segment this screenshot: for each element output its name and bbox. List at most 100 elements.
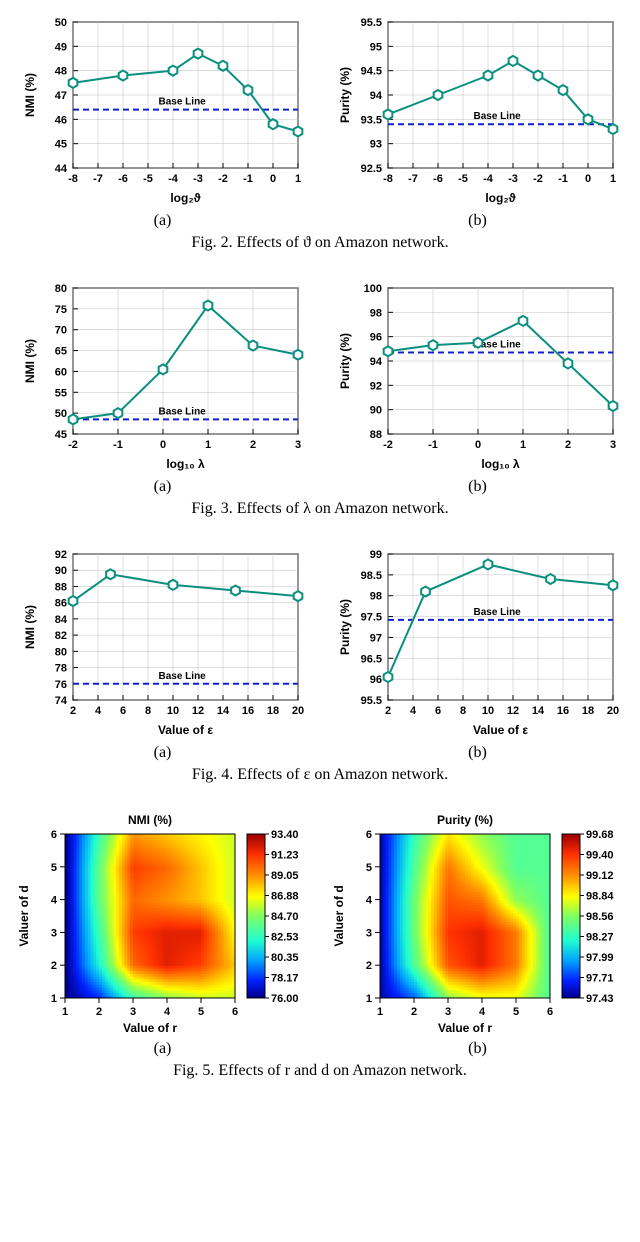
svg-text:2: 2 — [564, 439, 570, 451]
svg-text:97: 97 — [369, 632, 381, 644]
fig2-caption: Fig. 2. Effects of ϑ on Amazon network. — [10, 234, 630, 252]
svg-text:12: 12 — [506, 705, 518, 717]
svg-text:47: 47 — [54, 90, 66, 102]
svg-text:86.88: 86.88 — [271, 891, 299, 903]
svg-text:74: 74 — [54, 695, 67, 707]
svg-text:44: 44 — [54, 163, 67, 175]
svg-text:-2: -2 — [383, 439, 393, 451]
svg-text:46: 46 — [54, 114, 66, 126]
svg-text:76.00: 76.00 — [271, 993, 299, 1005]
svg-text:3: 3 — [129, 1006, 135, 1018]
svg-text:0: 0 — [269, 173, 275, 185]
svg-text:70: 70 — [54, 325, 66, 337]
fig5a-heatmap: NMI (%)112233445566Value of rValuer of d… — [13, 808, 313, 1038]
fig3a-panel: 4550556065707580-2-10123Base Linelog₁₀ λ… — [10, 276, 315, 496]
svg-text:80.35: 80.35 — [271, 952, 299, 964]
svg-text:49: 49 — [54, 41, 66, 53]
svg-text:100: 100 — [363, 283, 381, 295]
svg-text:8: 8 — [144, 705, 150, 717]
svg-text:-1: -1 — [428, 439, 438, 451]
svg-text:3: 3 — [50, 927, 56, 939]
svg-text:Base Line: Base Line — [158, 406, 206, 417]
fig3a-sublabel: (a) — [10, 478, 315, 496]
fig3a-chart: 4550556065707580-2-10123Base Linelog₁₀ λ… — [18, 276, 308, 476]
svg-text:-4: -4 — [483, 173, 494, 185]
fig2b-panel: 92.59393.59494.59595.5-8-7-6-5-4-3-2-101… — [325, 10, 630, 230]
svg-text:5: 5 — [197, 1006, 203, 1018]
svg-text:-4: -4 — [168, 173, 179, 185]
svg-text:90: 90 — [54, 565, 66, 577]
svg-text:94: 94 — [369, 356, 382, 368]
svg-text:-2: -2 — [218, 173, 228, 185]
svg-text:93: 93 — [369, 139, 381, 151]
svg-text:-8: -8 — [383, 173, 393, 185]
svg-text:6: 6 — [50, 829, 56, 841]
svg-text:86: 86 — [54, 598, 66, 610]
svg-text:84.70: 84.70 — [271, 911, 299, 923]
svg-text:48: 48 — [54, 66, 66, 78]
svg-text:log₂ϑ: log₂ϑ — [485, 191, 515, 205]
svg-text:96: 96 — [369, 674, 381, 686]
svg-text:10: 10 — [481, 705, 493, 717]
svg-text:0: 0 — [584, 173, 590, 185]
svg-text:91.23: 91.23 — [271, 850, 299, 862]
svg-text:4: 4 — [163, 1006, 170, 1018]
fig4b-panel: 95.59696.59797.59898.5992468101214161820… — [325, 542, 630, 762]
fig5a-sublabel: (a) — [10, 1040, 315, 1058]
svg-text:93.5: 93.5 — [360, 114, 381, 126]
fig5-row: NMI (%)112233445566Value of rValuer of d… — [10, 808, 630, 1058]
svg-text:3: 3 — [294, 439, 300, 451]
svg-text:14: 14 — [216, 705, 229, 717]
svg-text:95.5: 95.5 — [360, 17, 381, 29]
svg-text:16: 16 — [556, 705, 568, 717]
svg-text:20: 20 — [291, 705, 303, 717]
svg-text:95: 95 — [369, 41, 381, 53]
svg-text:96: 96 — [369, 332, 381, 344]
svg-text:-1: -1 — [558, 173, 568, 185]
fig4b-sublabel: (b) — [325, 744, 630, 762]
svg-text:Purity (%): Purity (%) — [338, 67, 352, 123]
svg-text:76: 76 — [54, 679, 66, 691]
svg-text:8: 8 — [459, 705, 465, 717]
svg-text:-7: -7 — [93, 173, 103, 185]
fig3b-sublabel: (b) — [325, 478, 630, 496]
fig4a-chart: 747678808284868890922468101214161820Base… — [18, 542, 308, 742]
svg-text:NMI (%): NMI (%) — [23, 605, 37, 649]
fig4b-chart: 95.59696.59797.59898.5992468101214161820… — [333, 542, 623, 742]
fig2-row: 44454647484950-8-7-6-5-4-3-2-101Base Lin… — [10, 10, 630, 230]
svg-text:-6: -6 — [433, 173, 443, 185]
svg-text:97.5: 97.5 — [360, 612, 381, 624]
svg-text:Purity (%): Purity (%) — [338, 599, 352, 655]
svg-text:20: 20 — [606, 705, 618, 717]
svg-text:-7: -7 — [408, 173, 418, 185]
svg-text:2: 2 — [249, 439, 255, 451]
svg-text:82: 82 — [54, 630, 66, 642]
svg-text:1: 1 — [61, 1006, 67, 1018]
fig2a-sublabel: (a) — [10, 212, 315, 230]
svg-text:50: 50 — [54, 408, 66, 420]
fig5b-panel: Purity (%)112233445566Value of rValuer o… — [325, 808, 630, 1058]
svg-text:98: 98 — [369, 591, 381, 603]
svg-text:-2: -2 — [533, 173, 543, 185]
svg-text:16: 16 — [241, 705, 253, 717]
svg-text:-5: -5 — [143, 173, 153, 185]
fig5a-panel: NMI (%)112233445566Value of rValuer of d… — [10, 808, 315, 1058]
fig3b-panel: 889092949698100-2-10123Base Linelog₁₀ λP… — [325, 276, 630, 496]
svg-text:2: 2 — [95, 1006, 101, 1018]
fig2a-chart: 44454647484950-8-7-6-5-4-3-2-101Base Lin… — [18, 10, 308, 210]
svg-text:99: 99 — [369, 549, 381, 561]
svg-text:45: 45 — [54, 429, 66, 441]
svg-text:95.5: 95.5 — [360, 695, 381, 707]
svg-text:0: 0 — [474, 439, 480, 451]
svg-text:-2: -2 — [68, 439, 78, 451]
svg-text:65: 65 — [54, 346, 66, 358]
svg-text:Valuer of d: Valuer of d — [17, 885, 31, 946]
fig5b-sublabel: (b) — [325, 1040, 630, 1058]
svg-text:Base Line: Base Line — [473, 607, 521, 618]
svg-text:89.05: 89.05 — [271, 870, 299, 882]
svg-text:60: 60 — [54, 366, 66, 378]
svg-text:80: 80 — [54, 646, 66, 658]
svg-text:50: 50 — [54, 17, 66, 29]
fig4-caption: Fig. 4. Effects of ε on Amazon network. — [10, 766, 630, 784]
svg-text:45: 45 — [54, 139, 66, 151]
